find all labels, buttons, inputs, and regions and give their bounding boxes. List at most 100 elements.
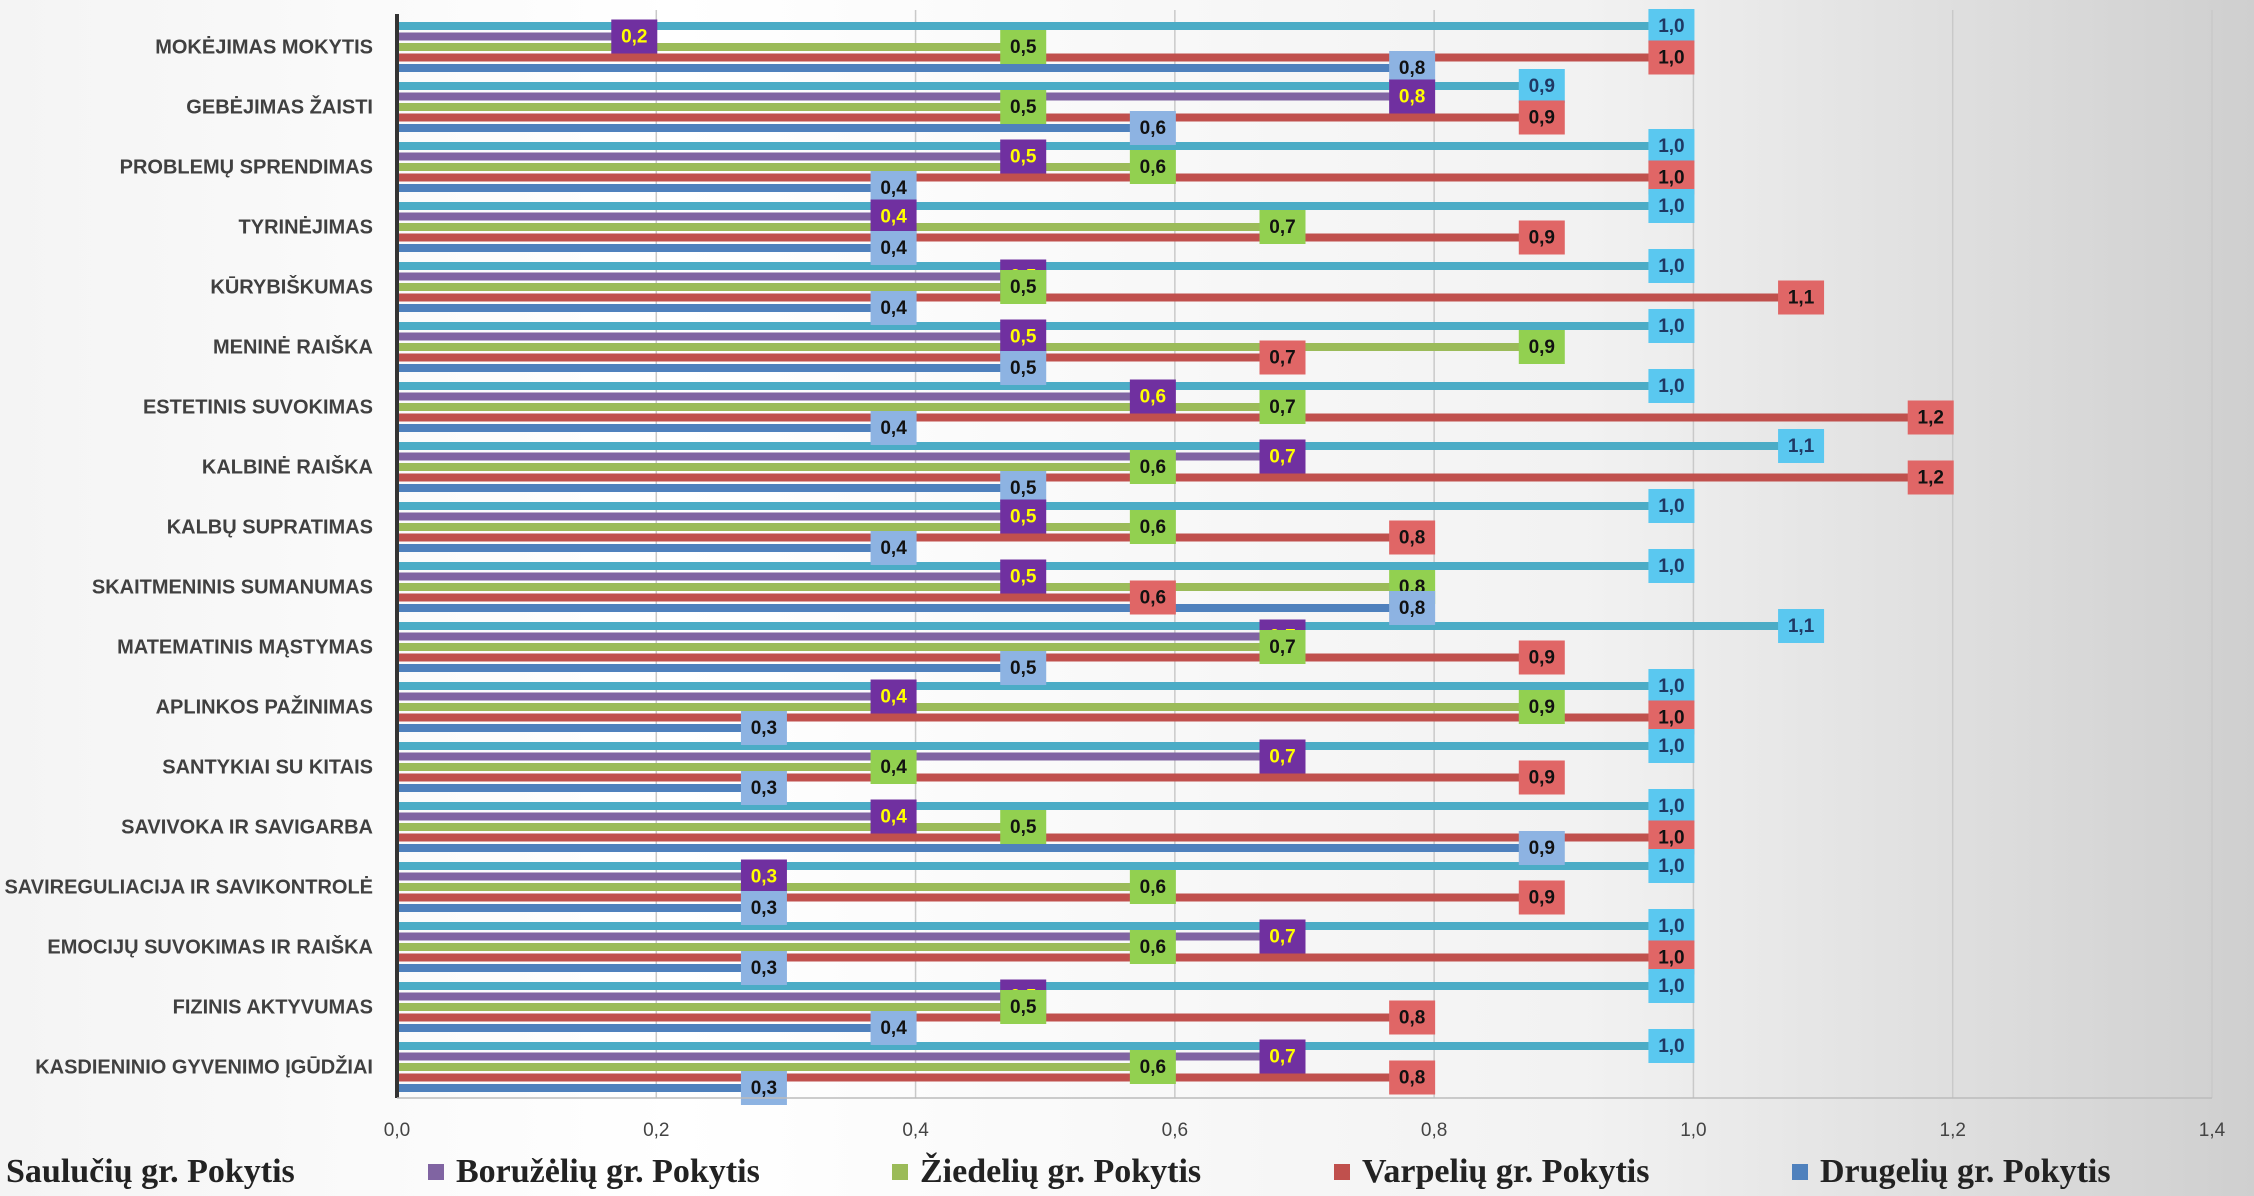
bar: [397, 82, 1564, 90]
bar: [397, 382, 1694, 390]
data-label-box: [1389, 1060, 1436, 1095]
data-label-box: [740, 1071, 787, 1105]
data-label: 1,0: [1658, 1036, 1684, 1057]
bar-chart-svg: 0,0 0,2 0,4 0,6 0,8 1,0 1,2 1,4 MOKĖJIMAS MOKYTI…: [4, 9, 2226, 1141]
legend-label-ziedeliu: Žiedelių gr. Pokytis: [920, 1153, 1202, 1190]
bar: [397, 103, 1046, 111]
bar: [397, 544, 916, 552]
bar: [397, 283, 1046, 291]
data-label: 1,0: [1658, 168, 1684, 189]
category-label: EMOCIJŲ SUVOKIMAS IR RAIŠKA: [47, 934, 373, 958]
data-label-box: [1259, 390, 1306, 424]
data-label-box: [1648, 909, 1695, 943]
data-label-box: [1648, 549, 1695, 583]
data-label: 1,0: [1658, 16, 1684, 37]
data-label: 0,9: [1529, 838, 1555, 859]
category-label: GEBĖJIMAS ŽAISTI: [186, 94, 373, 118]
bar: [397, 244, 916, 252]
data-label: 0,6: [1140, 387, 1166, 408]
data-label: 1,0: [1658, 736, 1684, 757]
data-label: 1,0: [1658, 256, 1684, 277]
data-label-box: [1259, 439, 1306, 474]
data-label-box: [1907, 400, 1954, 435]
data-label-box: [1129, 450, 1176, 484]
bar: [397, 212, 916, 221]
category-label: SKAITMENINIS SUMANUMAS: [92, 576, 373, 598]
legend-swatch-drugeliu: [1792, 1164, 1808, 1180]
bar: [397, 512, 1046, 521]
data-label-box: [1648, 849, 1695, 883]
data-label-box: [870, 1011, 917, 1045]
data-label: 0,9: [1529, 337, 1555, 358]
data-label-box: [1648, 369, 1695, 403]
data-label-box: [870, 531, 917, 565]
category-label: PROBLEMŲ SPRENDIMAS: [120, 156, 373, 178]
data-label-box: [1000, 499, 1047, 534]
data-label-box: [1778, 429, 1825, 463]
bar: [397, 724, 786, 732]
data-label: 0,9: [1529, 108, 1555, 129]
category-label: KASDIENINIO GYVENIMO ĮGŪDŽIAI: [35, 1054, 373, 1078]
data-label: 0,8: [1399, 528, 1425, 549]
data-label-box: [1000, 139, 1047, 174]
bar: [397, 1063, 1175, 1071]
legend-item-varpeliu: Varpelių gr. Pokytis: [1334, 1148, 1649, 1196]
bar: [397, 223, 1305, 231]
data-label-box: [1648, 789, 1695, 823]
data-label: 0,7: [1269, 348, 1295, 369]
data-label: 0,6: [1140, 1057, 1166, 1078]
bar: [397, 992, 1046, 1001]
data-label-box: [1129, 1050, 1176, 1084]
data-label-box: [611, 19, 658, 54]
data-label: 0,4: [880, 807, 907, 828]
data-label-box: [1778, 609, 1825, 643]
data-label: 0,7: [1269, 1047, 1295, 1068]
legend-swatch-varpeliu: [1334, 1164, 1350, 1180]
category-label: MOKĖJIMAS MOKYTIS: [155, 35, 373, 58]
data-label: 1,0: [1658, 828, 1684, 849]
data-label-box: [1518, 831, 1565, 865]
bar: [397, 304, 916, 312]
bar: [397, 523, 1175, 531]
bar: [397, 403, 1305, 411]
bar: [397, 872, 786, 881]
bar: [397, 784, 786, 792]
data-label-box: [1259, 739, 1306, 774]
bar: [397, 463, 1175, 471]
data-label: 1,1: [1788, 288, 1815, 309]
data-label-box: [870, 799, 917, 834]
bar: [397, 1003, 1046, 1011]
bar: [397, 922, 1694, 930]
data-label-box: [870, 750, 917, 784]
data-label: 1,0: [1658, 196, 1684, 217]
data-label-box: [1518, 690, 1565, 724]
data-label-box: [870, 231, 917, 265]
data-label-box: [1259, 210, 1306, 244]
data-label-box: [1259, 630, 1306, 664]
data-label-box: [1000, 30, 1047, 64]
data-label-box: [1129, 580, 1176, 615]
data-label-box: [1648, 700, 1695, 735]
bar: [397, 332, 1046, 341]
bar: [397, 124, 1175, 132]
bar: [397, 904, 786, 912]
data-label: 1,0: [1658, 316, 1684, 337]
x-tick-label: 1,2: [1940, 1120, 1966, 1141]
data-label: 0,7: [1269, 217, 1295, 238]
data-label-box: [1000, 651, 1047, 685]
bar: [397, 752, 1305, 761]
legend-item-drugeliu: Drugelių gr. Pokytis: [1792, 1148, 2111, 1196]
data-label: 0,6: [1140, 157, 1166, 178]
data-label: 0,8: [1399, 58, 1425, 79]
data-label-box: [1648, 940, 1695, 975]
data-label: 0,6: [1140, 588, 1166, 609]
data-label: 0,8: [1399, 1068, 1425, 1089]
data-label-box: [1389, 1000, 1436, 1035]
bar: [397, 802, 1694, 810]
data-label-box: [1129, 111, 1176, 145]
data-label-box: [740, 891, 787, 925]
data-label: 0,4: [880, 238, 907, 259]
data-label: 0,6: [1140, 118, 1166, 139]
data-label: 0,7: [1269, 397, 1295, 418]
bar: [397, 413, 1953, 422]
